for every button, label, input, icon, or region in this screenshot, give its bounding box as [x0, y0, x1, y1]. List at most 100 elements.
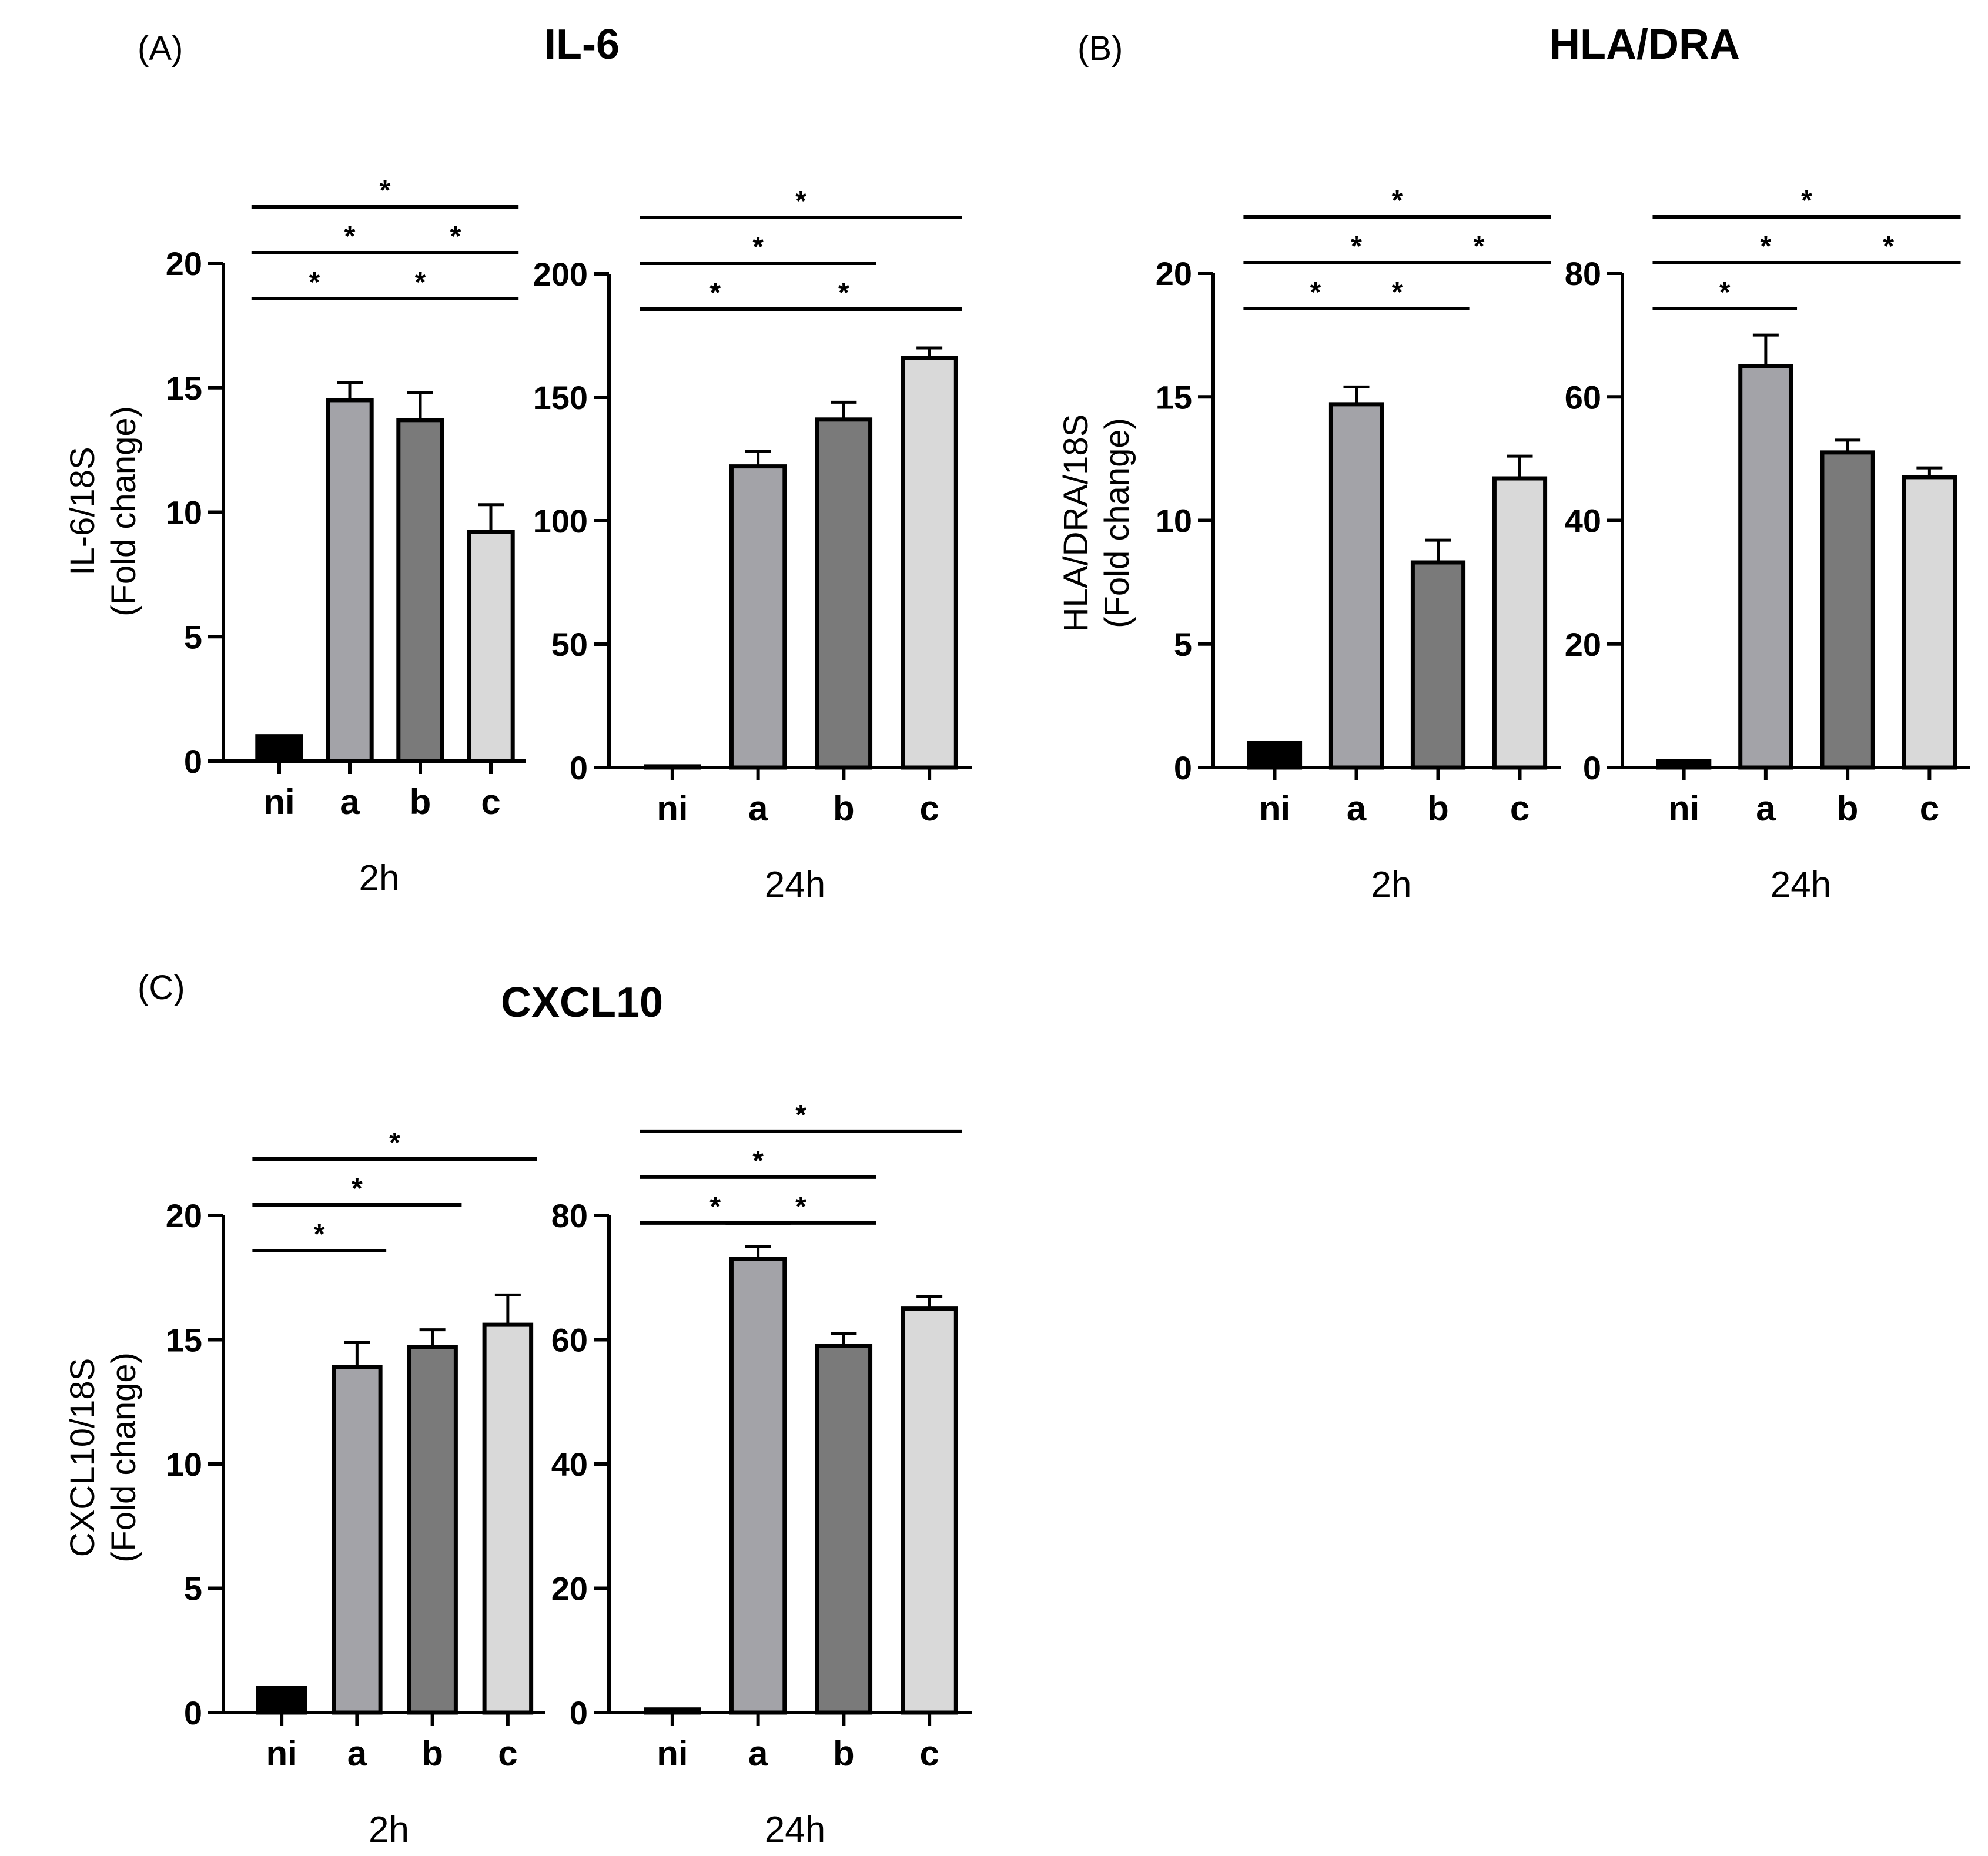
bar-a [729, 464, 787, 770]
x-tick-label-ni: ni [657, 1734, 688, 1773]
panel-b-title: HLA/DRA [1549, 21, 1740, 68]
y-tick-label: 20 [551, 1570, 588, 1607]
y-tick-label: 5 [184, 1570, 202, 1607]
x-axis-title: 24h [765, 865, 825, 905]
significance-star: * [795, 186, 806, 217]
bar-a [1328, 402, 1384, 770]
x-tick-label-a: a [1756, 789, 1776, 828]
bar-ni [644, 1707, 701, 1715]
x-tick-label-c: c [1510, 789, 1530, 828]
x-tick-label-a: a [347, 1734, 367, 1773]
x-tick-label-ni: ni [263, 782, 294, 822]
bar-a [729, 1257, 787, 1715]
chart-a-24h: 0 50 100 150 200 ni a b c 24h * * * * [533, 186, 972, 905]
panel-b-ylabel-line2: (Fold change) [1098, 418, 1136, 628]
y-tick-label: 15 [166, 1322, 202, 1359]
bar-c [901, 356, 958, 770]
significance-star: * [1392, 277, 1403, 308]
bar-ni [644, 764, 701, 770]
significance-star: * [389, 1127, 400, 1158]
panel-c-ylabel-line1: CXCL10/18S [63, 1358, 102, 1557]
significance-star: * [1761, 231, 1772, 262]
x-tick-label-c: c [481, 782, 500, 822]
y-tick-label: 150 [533, 379, 588, 416]
significance-star: * [795, 1100, 806, 1131]
chart-b-24h: 0 20 40 60 80 ni a b c 24h * * * * [1565, 185, 1970, 905]
y-tick-label: 80 [551, 1197, 588, 1234]
bar-c [467, 530, 515, 763]
significance-star: * [314, 1219, 325, 1250]
y-tick-label: 15 [1156, 378, 1192, 416]
x-tick-label-c: c [919, 1734, 939, 1773]
panel-c-ylabel: CXCL10/18S (Fold change) [63, 1352, 143, 1563]
y-tick-label: 15 [166, 370, 202, 407]
bar-a [1738, 364, 1793, 770]
panel-a-ylabel: IL-6/18S (Fold change) [63, 406, 143, 617]
x-tick-label-a: a [748, 1734, 768, 1773]
bar-b [396, 418, 444, 763]
y-tick-label: 0 [1583, 749, 1601, 786]
x-axis-title: 2h [369, 1810, 409, 1850]
y-tick-label: 60 [551, 1322, 588, 1359]
panel-c-label: (C) [138, 969, 185, 1007]
bar-b [1820, 450, 1875, 770]
y-tick-label: 5 [184, 618, 202, 655]
bar-b [815, 1344, 873, 1715]
significance-star: * [709, 277, 721, 309]
panel-a-title: IL-6 [544, 21, 620, 68]
significance-star: * [1719, 277, 1731, 308]
significance-star: * [1474, 231, 1485, 262]
panel-b-ylabel: HLA/DRA/18S (Fold change) [1057, 414, 1136, 632]
y-tick-label: 0 [570, 749, 588, 786]
significance-star: * [309, 267, 320, 298]
y-tick-label: 40 [1565, 502, 1601, 540]
bar-ni [255, 734, 303, 763]
y-tick-label: 10 [1156, 502, 1192, 540]
significance-star: * [838, 277, 849, 309]
significance-star: * [1883, 231, 1894, 262]
y-tick-label: 20 [166, 245, 202, 282]
x-axis-title: 24h [1771, 865, 1831, 905]
panel-c-ylabel-line2: (Fold change) [105, 1352, 143, 1563]
x-tick-label-a: a [1347, 789, 1367, 828]
y-tick-label: 0 [570, 1694, 588, 1731]
chart-a-2h: 0 5 10 15 20 ni a b c 2h * * * * * [166, 175, 526, 899]
x-tick-label-b: b [421, 1734, 443, 1773]
significance-star: * [344, 221, 356, 252]
x-tick-label-a: a [748, 789, 768, 828]
bar-b [815, 417, 873, 770]
x-tick-label-c: c [919, 789, 939, 828]
y-tick-label: 20 [1156, 255, 1192, 292]
x-axis-title: 2h [1371, 865, 1412, 905]
x-tick-label-a: a [340, 782, 360, 822]
significance-star: * [380, 175, 391, 206]
x-tick-label-b: b [1427, 789, 1449, 828]
x-tick-label-c: c [498, 1734, 517, 1773]
bar-a [332, 1365, 383, 1715]
bar-ni [1247, 741, 1303, 770]
x-tick-label-b: b [833, 789, 855, 828]
y-tick-label: 0 [184, 743, 202, 780]
x-tick-label-c: c [1920, 789, 1939, 828]
significance-star: * [415, 267, 426, 298]
y-tick-label: 100 [533, 502, 588, 540]
x-axis-title: 2h [359, 858, 400, 899]
significance-star: * [450, 221, 461, 252]
y-tick-label: 10 [166, 1446, 202, 1483]
x-tick-label-b: b [410, 782, 431, 822]
y-tick-label: 5 [1174, 626, 1192, 663]
significance-star: * [1310, 277, 1321, 308]
y-tick-label: 80 [1565, 255, 1601, 292]
bar-c [1902, 475, 1957, 770]
bar-a [326, 398, 374, 763]
bar-b [407, 1345, 458, 1715]
y-tick-label: 0 [184, 1694, 202, 1731]
chart-b-2h: 0 5 10 15 20 ni a b c 2h * * * * * [1156, 185, 1561, 905]
x-tick-label-ni: ni [1259, 789, 1290, 828]
y-tick-label: 0 [1174, 749, 1192, 786]
x-tick-label-ni: ni [1668, 789, 1699, 828]
chart-c-2h: 0 5 10 15 20 ni a b c 2h * * * [166, 1127, 545, 1850]
panel-a-ylabel-line1: IL-6/18S [63, 447, 102, 575]
panel-b-label: (B) [1077, 29, 1123, 68]
